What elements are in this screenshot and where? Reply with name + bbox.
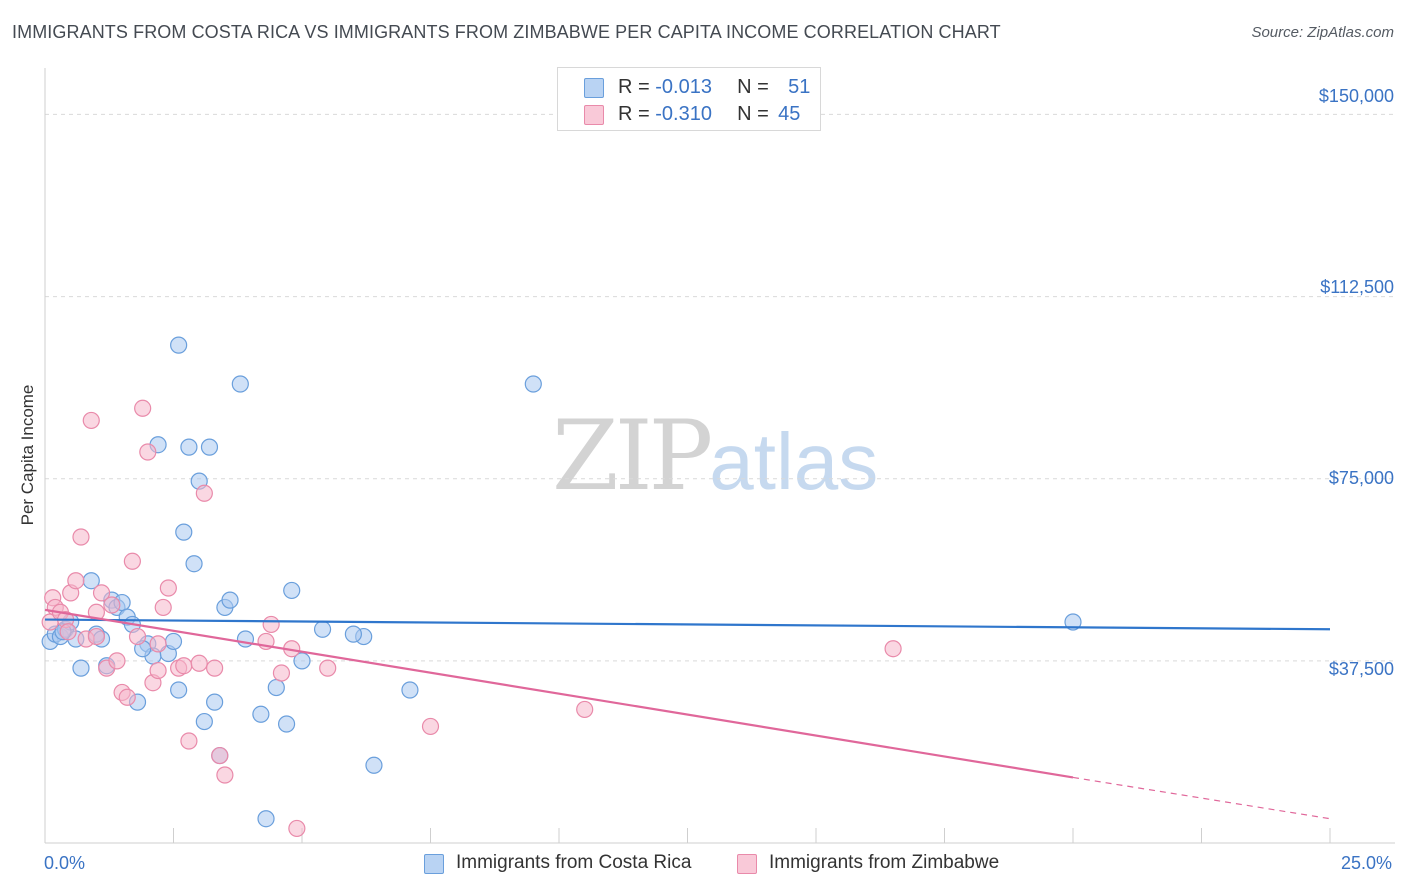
legend-n-value: 51 [788,76,811,98]
x-tick-label-min: 0.0% [44,853,86,873]
x-tick-label-max: 25.0% [1340,853,1392,873]
costa-rica-point [365,756,383,774]
costa-rica-point [283,581,301,600]
legend-r-value: -0.310 [655,103,712,125]
zimbabwe-point [123,552,141,570]
zimbabwe-point [272,664,291,682]
zimbabwe-point [288,819,306,838]
y-axis-label: Per Capita Income [18,384,37,526]
zimbabwe-point [154,598,172,617]
zimbabwe-point [149,635,167,653]
zimbabwe-point [421,717,440,736]
zimbabwe-point [195,484,213,502]
bottom-legend-label: Immigrants from Zimbabwe [769,852,1000,873]
correlation-legend: R = -0.013 N = 51 R = -0.310 N = 45 [557,67,821,131]
costa-rica-point [72,659,90,677]
costa-rica-point [313,620,332,638]
zimbabwe-point [216,766,234,784]
costa-rica-point [257,810,275,828]
bottom-legend-label: Immigrants from Costa Rica [456,852,692,873]
costa-rica-point [252,705,270,723]
costa-rica-point [401,681,419,699]
legend-n-label: N = [737,103,775,125]
costa-rica-point [231,375,249,393]
legend-r-label: R = [618,103,656,125]
costa-rica-point [195,712,213,731]
watermark: ZIPatlas [552,400,878,512]
y-tick-label: $37,500 [1328,659,1394,679]
zimbabwe-point [190,654,208,672]
chart-title: IMMIGRANTS FROM COSTA RICA VS IMMIGRANTS… [12,22,1001,42]
bottom-legend-swatch-blue [424,854,444,874]
zimbabwe-point [67,572,85,590]
costa-rica-point [175,523,193,541]
zimbabwe-point [180,732,198,750]
source-label: Source: ZipAtlas.com [1251,24,1394,41]
zimbabwe-point [108,652,126,670]
costa-rica-point [170,336,188,354]
legend-swatch-blue [584,78,604,98]
zimbabwe-point [884,640,902,658]
costa-rica-point [170,681,188,699]
costa-rica-point [267,678,285,697]
zimbabwe-point [128,627,147,646]
y-tick-label: $150,000 [1318,86,1394,106]
costa-rica-point [180,438,198,456]
zimbabwe-point [87,627,106,646]
zimbabwe-point [149,661,167,680]
zimbabwe-point [576,700,594,719]
zimbabwe-point [134,399,152,417]
costa-rica-point [277,715,296,733]
zimbabwe-point [118,688,136,706]
costa-rica-point [344,625,362,643]
zimbabwe-point [262,615,280,634]
zimbabwe-point [211,746,229,765]
costa-rica-point [164,632,183,651]
costa-rica-point [524,375,542,393]
bottom-legend-swatch-pink [737,854,757,874]
zimbabwe-point [175,657,193,675]
costa-rica-point [206,693,224,711]
costa-rica-point [221,591,239,609]
watermark-atlas: atlas [709,417,879,506]
costa-rica-point [1064,613,1082,631]
watermark-zip: ZIP [552,400,713,512]
legend-swatch-pink [584,105,604,125]
zimbabwe-point [72,528,90,546]
zimbabwe-point [82,411,100,430]
y-tick-label: $112,500 [1320,277,1394,297]
zimbabwe-point [319,659,337,677]
legend-r-value: -0.013 [655,76,712,98]
zimbabwe-trend-extension [1072,776,1331,820]
costa-rica-point [236,630,255,648]
legend-n-value: 45 [778,103,801,125]
costa-rica-point [185,555,203,573]
zimbabwe-point [92,584,111,602]
zimbabwe-point [103,596,121,614]
y-tick-label: $75,000 [1328,468,1394,488]
zimbabwe-trend-line [44,608,1074,779]
legend-n-label: N = [737,76,775,98]
costa-rica-trend-line [44,618,1331,631]
legend-r-label: R = [618,76,656,98]
costa-rica-point [200,438,219,456]
zimbabwe-point [206,659,224,677]
zimbabwe-point [139,443,157,461]
zimbabwe-point [159,579,177,597]
zimbabwe-point [59,623,77,641]
